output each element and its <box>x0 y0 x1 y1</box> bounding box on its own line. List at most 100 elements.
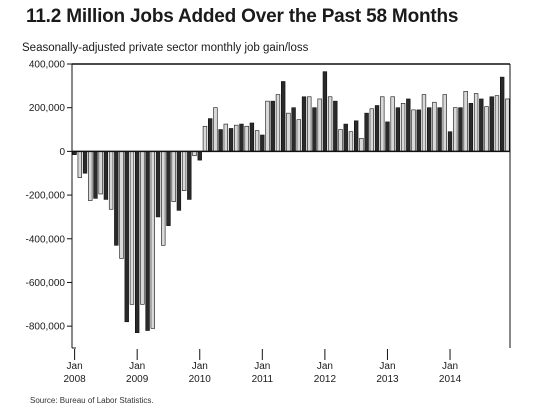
bar <box>155 151 161 218</box>
bar <box>411 109 416 152</box>
bar <box>359 137 364 152</box>
bar <box>286 112 291 152</box>
bar <box>223 123 228 152</box>
bar <box>291 107 296 152</box>
bar <box>228 128 234 152</box>
bar <box>82 151 88 174</box>
bar <box>234 124 239 152</box>
bar <box>124 151 129 323</box>
bar <box>473 93 479 152</box>
x-tick-label-year: 2010 <box>189 374 212 385</box>
bar <box>338 129 343 152</box>
bar <box>406 98 411 152</box>
chart-title: 11.2 Million Jobs Added Over the Past 58… <box>26 6 459 27</box>
bar <box>380 96 385 152</box>
bar <box>161 151 166 246</box>
bar <box>114 151 119 246</box>
bar <box>135 151 140 334</box>
bar <box>312 107 317 152</box>
bar <box>218 129 223 152</box>
bar <box>364 112 369 152</box>
bar <box>98 151 103 195</box>
bar <box>108 151 114 210</box>
bar <box>140 151 145 305</box>
bar <box>176 151 182 211</box>
bar <box>270 100 275 152</box>
bar <box>369 108 374 152</box>
y-tick-label: -600,000 <box>26 278 66 289</box>
x-tick-label-year: 2014 <box>439 374 462 385</box>
x-tick-label-month: Jan <box>192 361 208 372</box>
bar <box>494 95 500 152</box>
bar <box>275 94 281 152</box>
bar <box>343 123 348 152</box>
bar <box>458 107 463 152</box>
x-tick-label-month: Jan <box>129 361 145 372</box>
bar <box>479 98 484 152</box>
bar <box>254 130 260 152</box>
bar <box>385 121 390 152</box>
bar <box>119 151 124 259</box>
x-tick-label-month: Jan <box>442 361 458 372</box>
bar <box>244 125 249 152</box>
bar <box>432 101 437 152</box>
bar <box>453 107 458 152</box>
bar <box>307 96 312 152</box>
bar <box>463 91 468 152</box>
bar <box>187 151 192 200</box>
bar <box>353 120 359 152</box>
x-tick-label-year: 2013 <box>376 374 399 385</box>
bar <box>197 151 202 161</box>
x-tick-label-year: 2009 <box>126 374 149 385</box>
bar <box>213 107 218 152</box>
bar <box>280 81 286 152</box>
bar <box>426 107 432 152</box>
y-tick-label: -800,000 <box>26 322 66 333</box>
y-tick-label: -400,000 <box>26 234 66 245</box>
bar <box>499 76 505 152</box>
bar <box>322 71 328 152</box>
bar <box>239 123 244 152</box>
bar <box>327 96 333 152</box>
bar <box>437 107 442 152</box>
bar <box>77 151 82 178</box>
bar <box>317 98 322 152</box>
bar <box>442 94 447 152</box>
bar <box>468 103 474 152</box>
bar <box>505 98 510 152</box>
bar <box>400 103 406 152</box>
bar <box>88 151 93 201</box>
bar <box>171 151 176 202</box>
x-tick-label-year: 2012 <box>314 374 337 385</box>
bar <box>93 151 98 199</box>
chart-subtitle: Seasonally-adjusted private sector month… <box>22 42 309 54</box>
bar <box>395 107 401 152</box>
source-note: Source: Bureau of Labor Statistics. <box>30 396 154 405</box>
x-tick-label-month: Jan <box>67 361 83 372</box>
bar <box>296 119 301 152</box>
bar <box>129 151 135 305</box>
bar <box>249 122 255 152</box>
bar <box>166 151 171 226</box>
x-tick-label-month: Jan <box>379 361 395 372</box>
x-tick-label-month: Jan <box>317 361 333 372</box>
bar <box>484 106 489 152</box>
x-tick-label-year: 2011 <box>252 374 274 385</box>
bar <box>416 109 421 152</box>
bar <box>260 134 265 152</box>
bar <box>333 100 338 152</box>
bar <box>103 151 109 200</box>
bar <box>181 151 187 192</box>
bar <box>447 131 453 152</box>
bar <box>265 100 270 152</box>
bar <box>301 96 307 152</box>
bar <box>202 125 208 152</box>
x-tick-label-year: 2008 <box>63 374 86 385</box>
bar <box>348 131 354 152</box>
bar <box>208 118 213 152</box>
bar <box>374 105 380 152</box>
y-tick-label: 200,000 <box>29 103 66 114</box>
bar <box>150 151 155 329</box>
y-tick-label: 0 <box>59 147 65 158</box>
